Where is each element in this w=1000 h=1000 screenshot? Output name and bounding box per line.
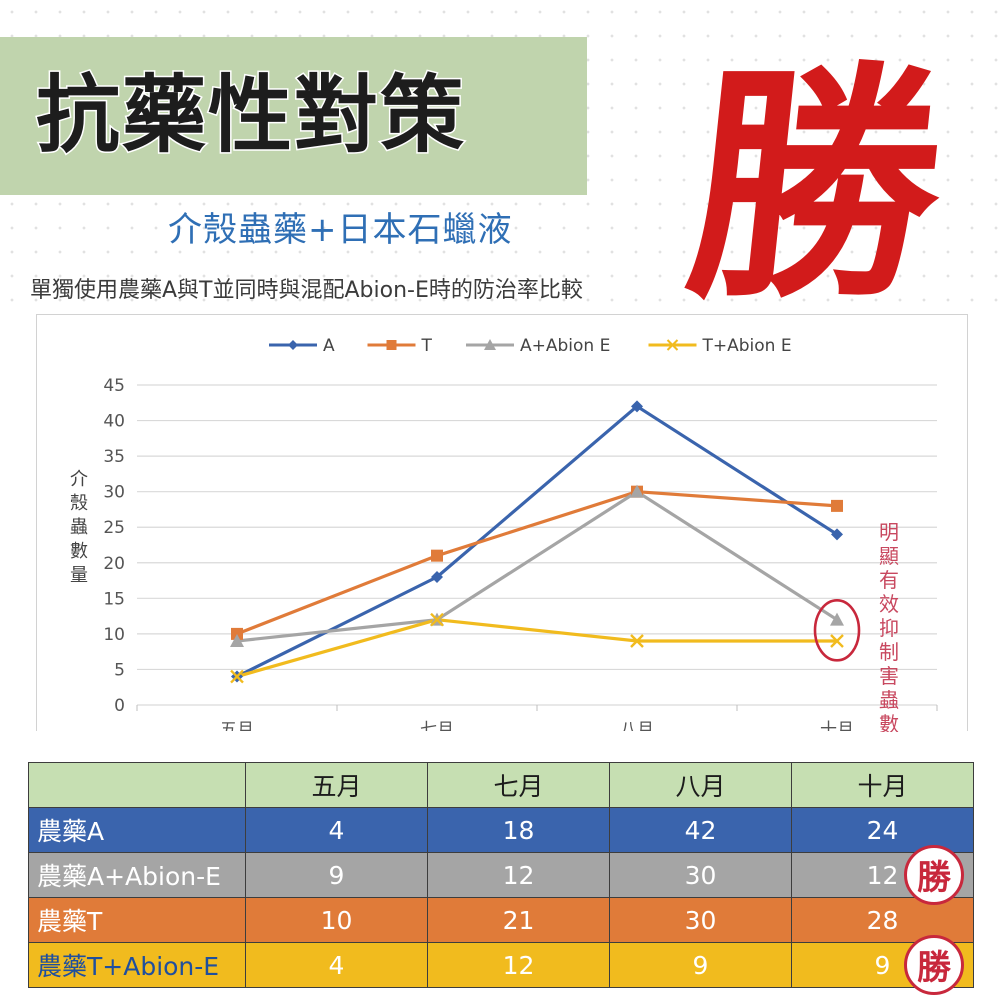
table-header-cell: 七月 [427, 762, 610, 808]
y-tick-label: 15 [103, 589, 125, 609]
y-axis-label-char: 量 [70, 565, 88, 586]
legend-marker [386, 340, 397, 350]
y-axis-label-char: 殼 [70, 493, 88, 514]
y-tick-label: 40 [103, 412, 125, 432]
table-cell: 12 [427, 852, 610, 898]
x-tick-label: 七月 [420, 720, 454, 731]
series-line [236, 404, 838, 678]
data-point [231, 627, 243, 640]
data-point [831, 528, 843, 541]
series-line [236, 618, 837, 679]
data-point [830, 612, 844, 626]
y-axis-label-char: 蟲 [70, 517, 88, 538]
y-tick-label: 45 [103, 376, 125, 396]
table-header-cell: 十月 [791, 762, 974, 808]
y-tick-label: 35 [103, 447, 125, 467]
table-row: 農藥T+Abion-E 4 12 9 9 [28, 942, 974, 988]
table-cell: 30 [609, 897, 792, 943]
table-header-row: 五月 七月 八月 十月 [28, 762, 974, 808]
title-banner [0, 37, 587, 195]
table-row: 農藥T 10 21 30 28 [28, 897, 974, 943]
chart-frame: 0 5 10 15 20 25 30 35 40 45 五月 七月 八月 十月 介殼蟲數量 A T A+Abion… [36, 314, 968, 731]
data-point [630, 634, 644, 648]
y-axis-label-char: 介 [70, 469, 88, 490]
table-row: 農藥A 4 18 42 24 [28, 807, 974, 853]
table-cell: 28 [791, 897, 974, 943]
chart-annotation: 明顯有效抑制害蟲數量 [879, 520, 899, 732]
y-tick-label: 30 [103, 483, 125, 503]
table-header-cell [28, 762, 246, 808]
x-tick-label: 十月 [820, 720, 854, 731]
table-header-cell: 八月 [609, 762, 792, 808]
win-stamp-icon: 勝 [904, 845, 964, 905]
win-stamp-icon: 勝 [904, 935, 964, 995]
data-point [431, 571, 443, 583]
data-point [431, 549, 443, 562]
legend-label: T [421, 336, 433, 356]
table-cell: 24 [791, 807, 974, 853]
table-cell: 9 [609, 942, 792, 988]
table-cell: 42 [609, 807, 792, 853]
table-cell: 30 [609, 852, 792, 898]
legend-marker [288, 340, 298, 350]
y-tick-label: 5 [114, 660, 125, 680]
y-tick-label: 20 [103, 554, 125, 574]
y-axis-label-char: 數 [70, 541, 88, 562]
data-point [631, 400, 643, 413]
table-cell: 18 [427, 807, 610, 853]
victory-badge: 勝 [674, 41, 956, 332]
row-label: 農藥A+Abion-E [28, 852, 246, 898]
y-tick-label: 25 [103, 518, 125, 538]
legend-label: T+Abion E [702, 336, 792, 356]
table-cell: 21 [427, 897, 610, 943]
page-title: 抗藥性對策 [34, 65, 467, 166]
row-label: 農藥T [28, 897, 246, 943]
table-cell: 9 [245, 852, 428, 898]
data-point [830, 634, 844, 648]
table-cell: 4 [245, 942, 428, 988]
highlight-circle [813, 599, 861, 662]
row-label: 農藥A [28, 807, 246, 853]
table-header-cell: 五月 [245, 762, 428, 808]
legend-label: A+Abion E [520, 336, 610, 356]
x-tick-label: 五月 [220, 720, 254, 731]
row-label: 農藥T+Abion-E [28, 942, 246, 988]
data-point [831, 499, 843, 512]
table-row: 農藥A+Abion-E 9 12 30 12 [28, 852, 974, 898]
legend-marker [484, 339, 496, 350]
y-tick-label: 10 [103, 625, 125, 645]
data-point [630, 484, 644, 498]
table-cell: 10 [245, 897, 428, 943]
data-table: 五月 七月 八月 十月 農藥A 4 18 42 24 農藥A+Abion-E 9 12 30 12… [28, 762, 974, 988]
data-point [230, 669, 244, 684]
series-line [236, 490, 838, 643]
x-tick-label: 八月 [620, 720, 654, 731]
legend-marker [666, 339, 679, 351]
data-point [430, 612, 444, 627]
chart-caption: 單獨使用農藥A與T並同時與混配Abion-E時的防治率比較 [30, 278, 583, 303]
table-cell: 4 [245, 807, 428, 853]
subtitle: 介殼蟲藥+日本石蠟液 [168, 210, 513, 250]
data-point [230, 634, 244, 647]
table-cell: 12 [427, 942, 610, 988]
y-tick-label: 0 [114, 696, 125, 716]
legend-label: A [323, 336, 335, 356]
series-line [236, 490, 838, 636]
